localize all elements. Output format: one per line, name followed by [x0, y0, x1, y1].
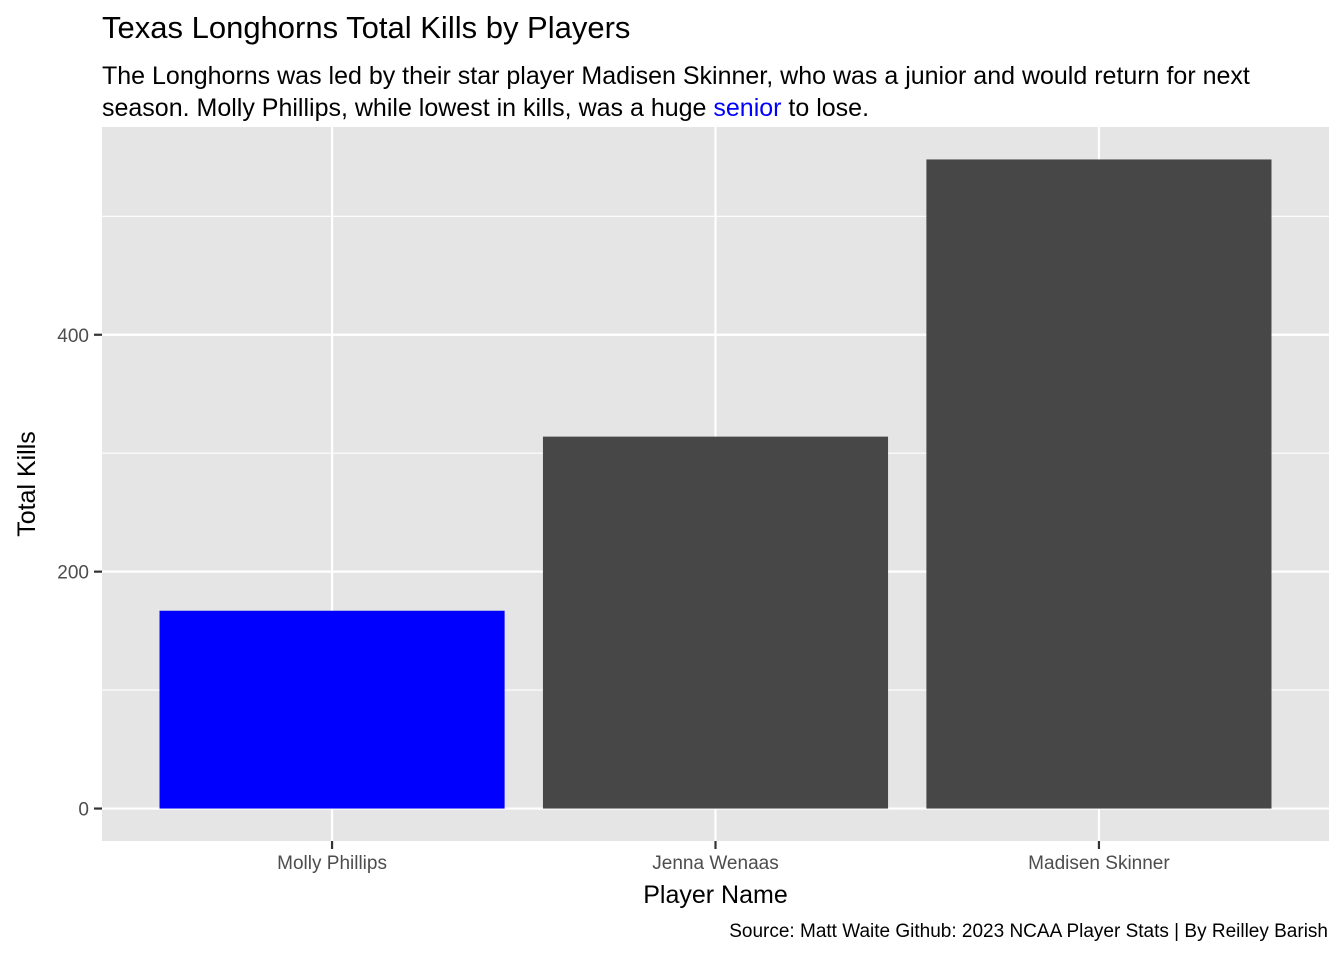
bar-molly-phillips [159, 610, 505, 809]
bars [159, 159, 1272, 809]
y-axis-title: Total Kills [13, 431, 41, 537]
subtitle-text-before: The Longhorns was led by their star play… [102, 62, 1250, 122]
bar-madisen-skinner [926, 159, 1272, 809]
x-axis-title: Player Name [643, 881, 788, 909]
y-tick-label: 200 [57, 563, 89, 584]
x-tick-label: Jenna Wenaas [652, 853, 778, 874]
chart-subtitle: The Longhorns was led by their star play… [102, 60, 1302, 124]
chart-title: Texas Longhorns Total Kills by Players [102, 10, 631, 45]
chart-caption: Source: Matt Waite Github: 2023 NCAA Pla… [729, 921, 1328, 942]
y-tick-label: 400 [57, 326, 89, 347]
subtitle-highlight-senior: senior [713, 94, 782, 122]
bar-jenna-wenaas [542, 436, 889, 809]
y-tick-label: 0 [78, 800, 89, 821]
x-tick-label: Molly Phillips [277, 853, 387, 874]
x-tick-label: Madisen Skinner [1028, 853, 1170, 874]
subtitle-text-after: to lose. [781, 94, 870, 122]
y-axis: 0 200 400 [57, 326, 102, 821]
x-axis: Molly Phillips Jenna Wenaas Madisen Skinne… [277, 841, 1170, 874]
